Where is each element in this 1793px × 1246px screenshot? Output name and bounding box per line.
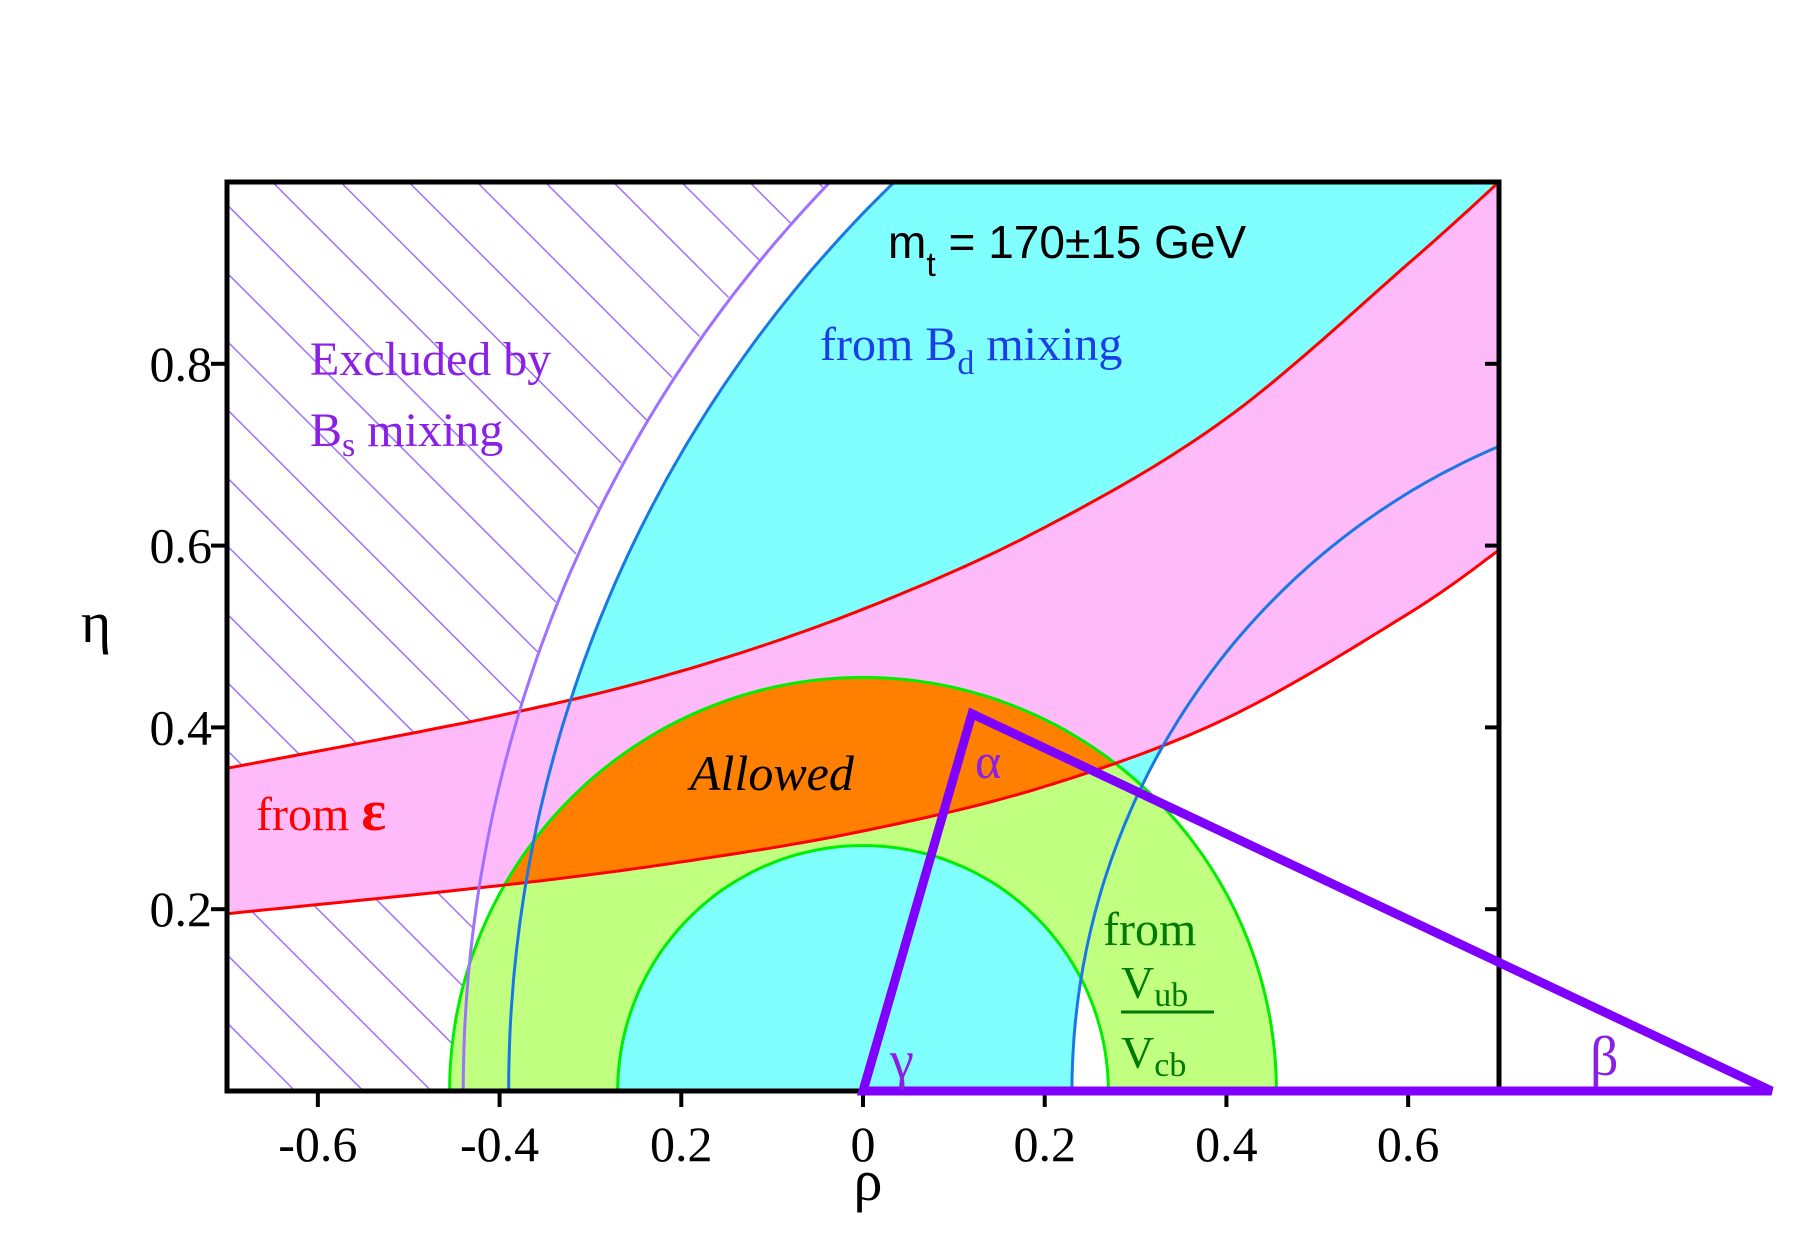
hatch-line	[613, 182, 730, 298]
mt-subscript: t	[926, 246, 936, 284]
vub-numerator: Vub	[1121, 957, 1188, 1014]
y-tick-label: 0.2	[150, 881, 213, 937]
hatch-line	[408, 182, 648, 421]
x-axis-ticks: -0.6 -0.4 0.2 0 0.2 0.4 0.6	[278, 1091, 1439, 1172]
x-tick-label: 0	[851, 1116, 876, 1172]
excluded-label-line1: Excluded by	[310, 333, 551, 386]
beta-angle-label: β	[1590, 1026, 1619, 1088]
bd-inner-boundary	[1070, 444, 1499, 1091]
y-tick-label: 0.4	[150, 699, 213, 755]
hatch-line	[680, 182, 760, 261]
hatch-line	[227, 204, 577, 555]
hatch-line	[749, 182, 791, 224]
hatch-line	[227, 885, 432, 1091]
bd-mixing-label: from Bd mixing	[820, 318, 1122, 382]
x-axis-label: ρ	[854, 1148, 883, 1213]
x-tick-label: 0.2	[650, 1116, 713, 1172]
x-tick-label: 0.6	[1377, 1116, 1440, 1172]
hatch-line	[477, 182, 673, 378]
bs-symbol: B	[310, 404, 342, 457]
hatch-line	[227, 340, 539, 653]
gamma-angle-label: γ	[889, 1030, 914, 1090]
hatch-line	[544, 182, 701, 338]
bd-outer-boundary	[507, 182, 897, 1091]
y-axis-label: η	[81, 590, 111, 655]
hatch-line	[227, 408, 522, 705]
mt-value: = 170±15 GeV	[936, 216, 1247, 268]
hatch-line	[227, 1022, 295, 1091]
hatch-line	[227, 272, 557, 603]
bd-mixing-text: mixing	[974, 318, 1122, 371]
eps-from-text: from	[256, 788, 361, 841]
hatch-line	[340, 182, 622, 464]
hatch-line	[271, 182, 601, 510]
x-tick-label: 0.2	[1013, 1116, 1076, 1172]
vub-denominator: Vcb	[1121, 1027, 1186, 1084]
bd-from-text: from B	[820, 318, 957, 371]
vub-from-label: from	[1103, 903, 1196, 956]
eps-symbol: ε	[361, 778, 386, 843]
vcb-v: V	[1121, 1027, 1154, 1078]
vcb-sub: cb	[1154, 1047, 1186, 1084]
allowed-label: Allowed	[687, 745, 855, 801]
bs-subscript: s	[342, 427, 355, 464]
x-tick-label: 0.4	[1195, 1116, 1258, 1172]
bs-exclusion-boundary	[461, 182, 833, 1091]
x-tick-label: -0.4	[460, 1116, 539, 1172]
epsilon-upper-boundary	[227, 182, 1499, 770]
epsilon-label: from ε	[256, 778, 386, 843]
y-axis-ticks: 0.2 0.4 0.6 0.8	[150, 336, 1499, 937]
top-mass-label: mt = 170±15 GeV	[888, 216, 1247, 284]
vub-sub: ub	[1154, 977, 1188, 1014]
excluded-bs-hatch	[227, 182, 824, 1091]
mt-symbol: m	[888, 216, 926, 268]
unitarity-triangle	[857, 707, 1774, 1096]
epsilon-lower-boundary	[227, 548, 1499, 916]
alpha-angle-label: α	[975, 733, 1001, 789]
x-tick-label: -0.6	[278, 1116, 357, 1172]
hatch-line	[227, 954, 363, 1090]
vub-inner-boundary	[616, 844, 1110, 1091]
epsilon-band	[227, 182, 1499, 914]
y-tick-label: 0.6	[150, 518, 213, 574]
vub-v: V	[1121, 957, 1154, 1008]
bd-subscript: d	[957, 345, 974, 382]
hatch-line	[227, 476, 506, 757]
excluded-label-line2: Bs mixing	[310, 404, 503, 464]
bs-mixing-text: mixing	[355, 404, 503, 457]
y-tick-label: 0.8	[150, 336, 213, 392]
